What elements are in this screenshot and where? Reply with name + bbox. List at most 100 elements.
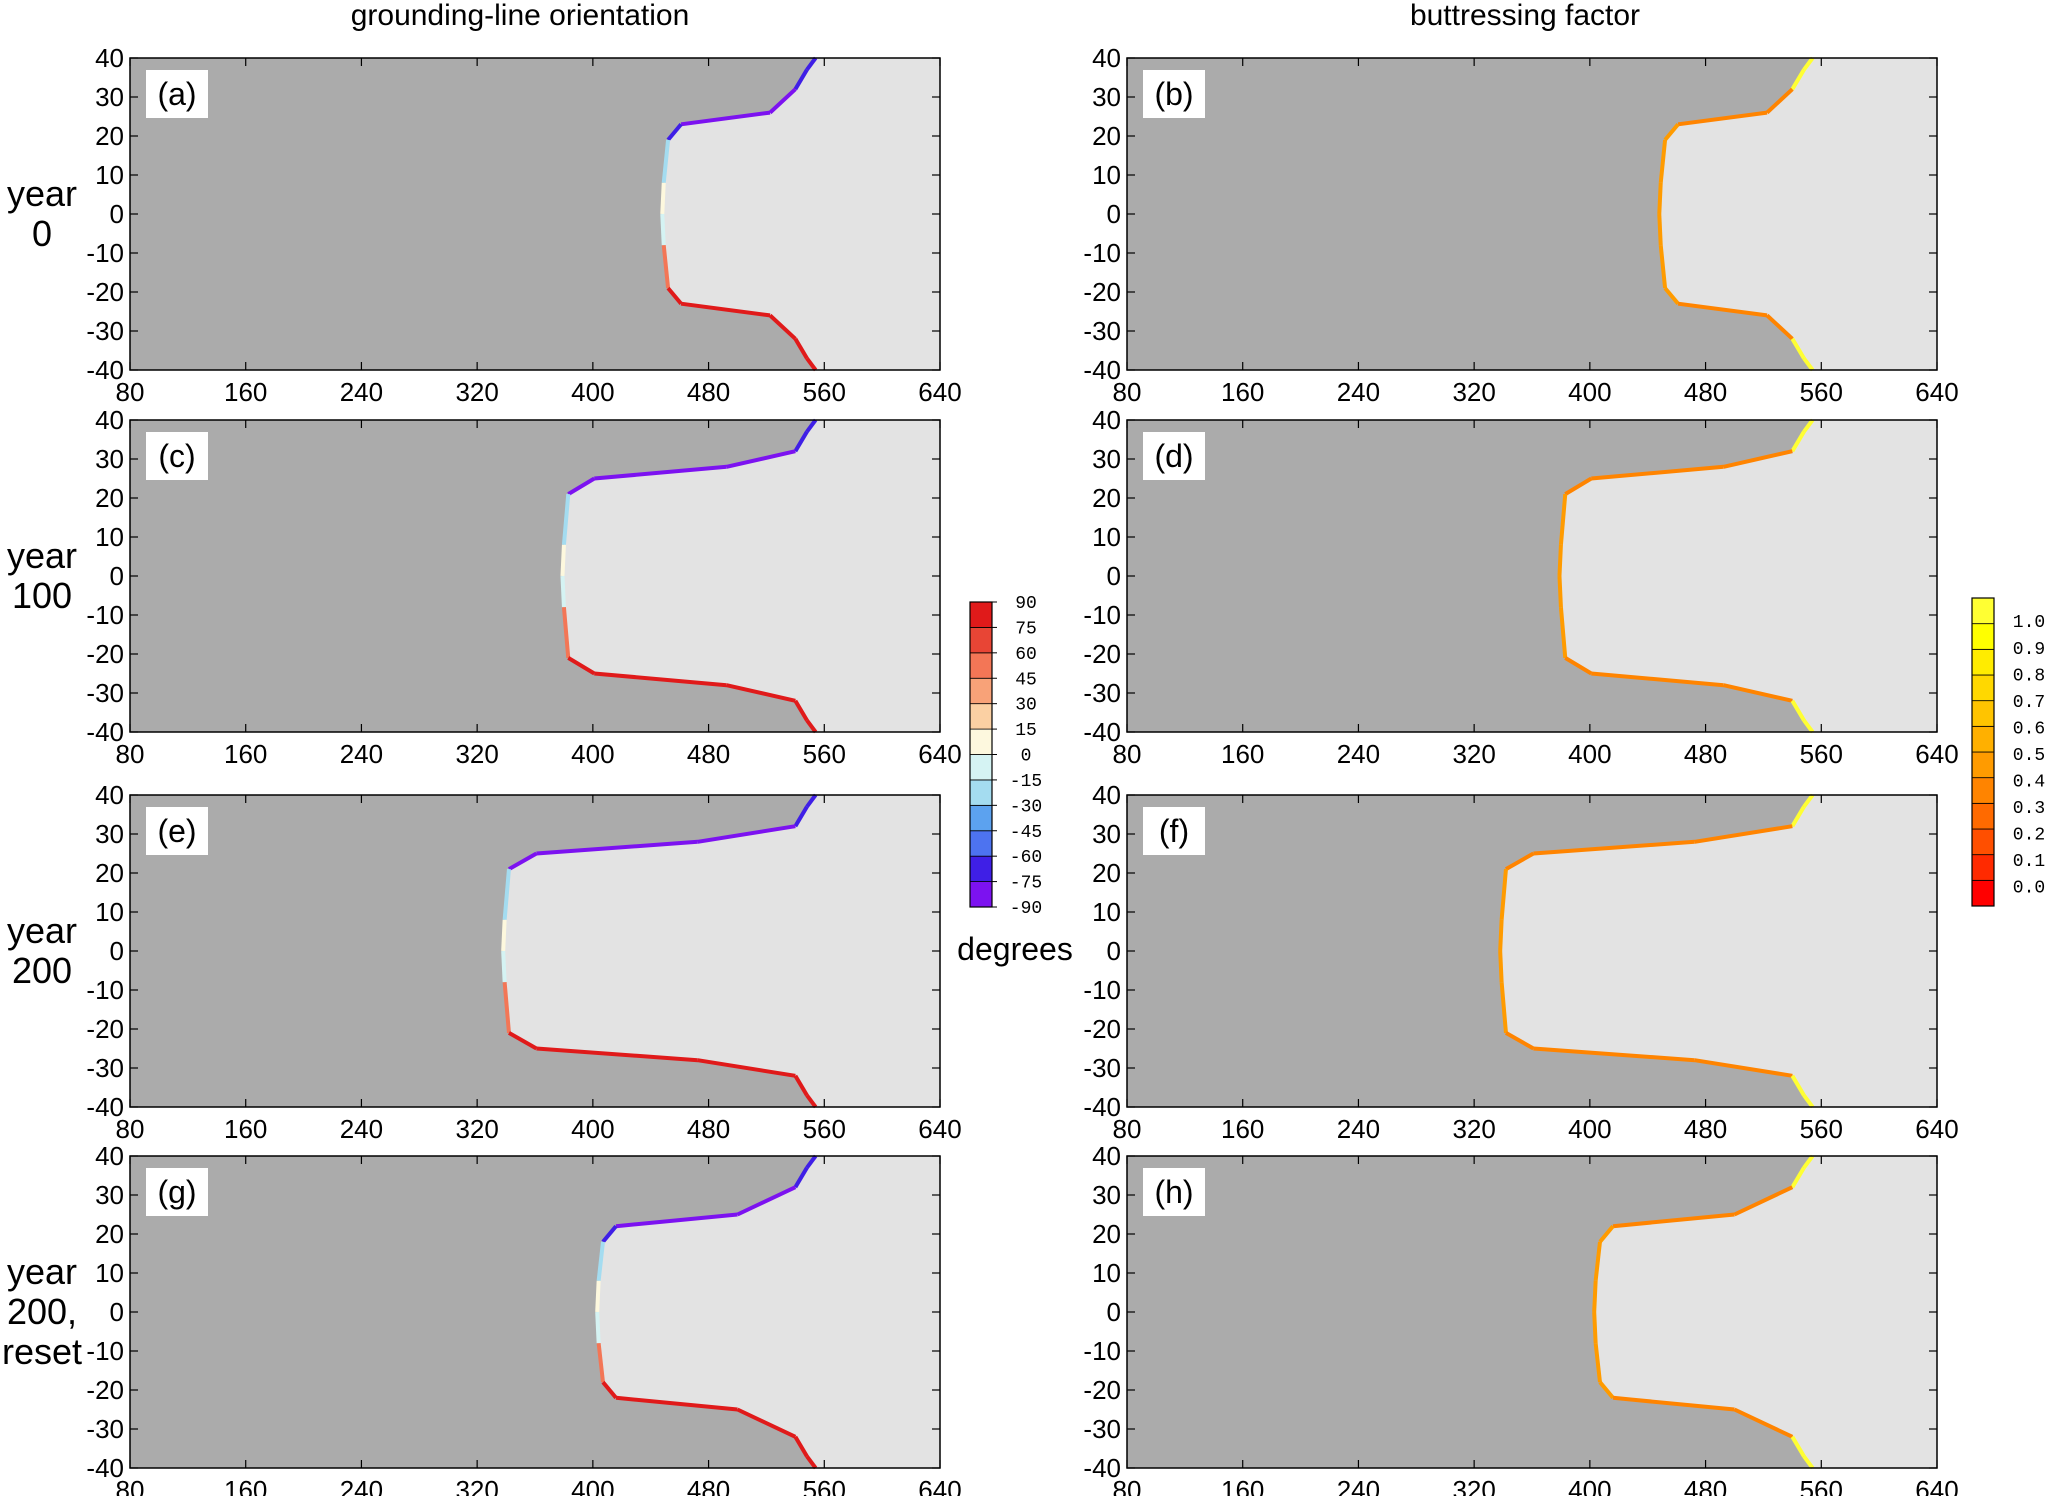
grounding-line-segment	[661, 244, 671, 289]
grounding-line-segment	[567, 476, 596, 496]
floating-region	[1659, 58, 1937, 370]
y-tick-label: 20	[95, 858, 124, 888]
grounding-line-segment	[615, 1395, 738, 1412]
grounding-line-segment	[1723, 449, 1793, 469]
row-label-line: year	[7, 535, 77, 576]
x-tick-label: 400	[571, 377, 614, 407]
grounding-line-segment	[501, 919, 507, 952]
x-tick-label: 640	[918, 377, 961, 407]
y-tick-label: 40	[95, 1141, 124, 1171]
grounding-line-segment	[1504, 851, 1535, 871]
y-tick-label: 40	[1092, 780, 1121, 810]
grounding-line-segment	[793, 805, 809, 828]
grounding-line-segment	[660, 213, 666, 246]
column-title-orientation: grounding-line orientation	[351, 0, 690, 32]
grounding-line-segment	[726, 449, 796, 469]
grounding-line-segment	[1657, 182, 1663, 215]
panel-a: 80 160 240 320 400 480 560 640 40 30 20 10 0 -10 -20 -3…	[86, 43, 961, 407]
x-tick-label: 160	[224, 1114, 267, 1144]
colorbar-tick-label-orientation: 45	[1015, 670, 1037, 690]
grounding-line-segment	[1802, 719, 1815, 734]
grounding-line-segment	[805, 418, 818, 433]
y-tick-label: 40	[95, 43, 124, 73]
grounding-line-segment	[666, 123, 683, 142]
x-tick-label: 80	[1113, 377, 1142, 407]
x-tick-label: 560	[1800, 377, 1843, 407]
grounding-line-segment	[805, 1154, 818, 1169]
x-tick-label: 560	[803, 739, 846, 769]
floating-region	[562, 420, 940, 732]
grounding-line-segment	[1663, 123, 1680, 142]
y-tick-label: -20	[86, 277, 124, 307]
grounding-line-segment	[1723, 683, 1793, 703]
y-tick-label: 40	[1092, 43, 1121, 73]
grounding-line-segment	[1694, 824, 1793, 844]
x-tick-label: 320	[1452, 377, 1495, 407]
grounding-line-segment	[1612, 1212, 1735, 1229]
panel-b: 80 160 240 320 400 480 560 640 40 30 20 10 0 -10 -20 -3…	[1083, 43, 1958, 407]
x-tick-label: 400	[1568, 1475, 1611, 1496]
grounding-line-segment	[1658, 139, 1668, 184]
colorbar-unit-label: degrees	[957, 931, 1073, 967]
colorbar-swatch	[1971, 828, 1995, 856]
grounding-line-segment	[507, 1031, 538, 1051]
grounding-line-segment	[1790, 1435, 1806, 1458]
x-tick-label: 400	[571, 1475, 614, 1496]
y-tick-label: -40	[86, 355, 124, 385]
y-tick-label: 0	[110, 1297, 124, 1327]
grounding-line-segment	[736, 1407, 797, 1439]
panel-label: (g)	[157, 1174, 196, 1210]
y-tick-label: -20	[1083, 639, 1121, 669]
colorbar-swatch	[1971, 751, 1995, 779]
grounding-line-segment	[697, 824, 796, 844]
grounding-line-segment	[1802, 1154, 1815, 1169]
grounding-line-segment	[1802, 1455, 1815, 1470]
y-tick-label: 30	[1092, 1180, 1121, 1210]
x-tick-label: 80	[116, 739, 145, 769]
y-tick-label: -30	[86, 1053, 124, 1083]
y-tick-label: 20	[95, 1219, 124, 1249]
y-tick-label: -10	[86, 238, 124, 268]
grounding-line-segment	[680, 301, 771, 318]
row-label-line: 200	[12, 950, 72, 991]
grounding-line-segment	[1790, 805, 1806, 828]
grounding-line-segment	[793, 1166, 809, 1189]
x-tick-label: 400	[571, 1114, 614, 1144]
panel-label: (b)	[1154, 76, 1193, 112]
panel-label: (h)	[1154, 1174, 1193, 1210]
grounding-line-segment	[1733, 1185, 1794, 1217]
x-tick-label: 160	[224, 377, 267, 407]
colorbar-tick-label-orientation: 90	[1015, 594, 1037, 614]
x-tick-label: 240	[340, 1114, 383, 1144]
x-tick-label: 480	[1684, 739, 1727, 769]
colorbar-swatch	[1971, 879, 1995, 907]
panel-label-box	[1143, 807, 1205, 855]
grounding-line-segment	[1663, 286, 1680, 305]
colorbar-tick-label-orientation: 15	[1015, 721, 1037, 741]
colorbar-swatch	[969, 601, 993, 628]
floating-region	[1500, 795, 1937, 1107]
x-tick-label: 160	[1221, 1114, 1264, 1144]
x-tick-label: 320	[455, 377, 498, 407]
colorbar-swatch	[1971, 700, 1995, 727]
grounding-line-segment	[1790, 699, 1806, 722]
grounding-line-segment	[805, 1455, 818, 1470]
grounding-line-segment	[697, 1058, 796, 1078]
x-tick-label: 640	[1915, 1475, 1958, 1496]
grounding-line-segment	[1677, 301, 1768, 318]
y-tick-label: 20	[1092, 121, 1121, 151]
grounding-line-segment	[595, 1280, 601, 1313]
x-tick-label: 480	[1684, 1114, 1727, 1144]
x-tick-label: 480	[1684, 377, 1727, 407]
y-tick-label: 30	[95, 82, 124, 112]
colorbar-tick-label-buttressing: 0.6	[2013, 719, 2045, 739]
x-tick-label: 320	[1452, 1475, 1495, 1496]
x-tick-label: 240	[340, 739, 383, 769]
colorbar-swatch	[969, 881, 993, 908]
grounding-line-segment	[536, 839, 698, 856]
grounding-line-segment	[502, 982, 511, 1034]
y-tick-label: -30	[86, 678, 124, 708]
x-tick-label: 560	[803, 1114, 846, 1144]
colorbar-frame	[1971, 597, 1995, 907]
x-tick-label: 80	[1113, 739, 1142, 769]
